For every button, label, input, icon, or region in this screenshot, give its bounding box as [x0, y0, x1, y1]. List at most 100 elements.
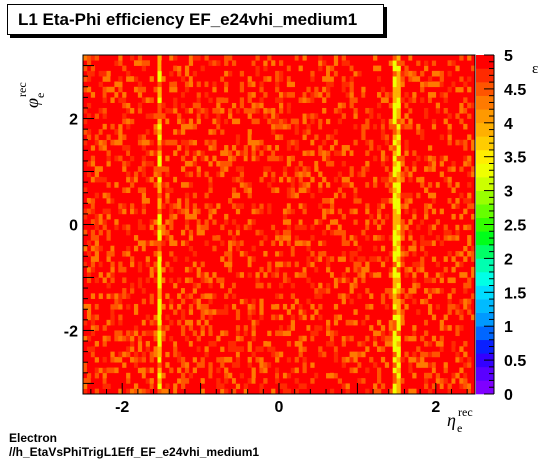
heatmap-cell	[259, 102, 264, 109]
heatmap-cell	[400, 171, 405, 178]
heatmap-cell	[412, 166, 417, 172]
heatmap-cell	[247, 97, 252, 103]
footer-line-1: Electron	[9, 431, 58, 445]
heatmap-cell	[177, 187, 182, 194]
heatmap-cell	[145, 372, 150, 379]
heatmap-cell	[239, 86, 245, 93]
heatmap-cell	[322, 123, 327, 130]
heatmap-cell	[208, 314, 213, 321]
heatmap-cell	[173, 86, 178, 93]
heatmap-cell	[459, 325, 464, 331]
heatmap-cell	[141, 192, 147, 199]
heatmap-cell	[467, 303, 472, 310]
heatmap-cell	[388, 145, 393, 151]
heatmap-cell	[267, 341, 272, 347]
heatmap-cell	[329, 298, 335, 305]
heatmap-cell	[271, 346, 276, 352]
heatmap-cell	[451, 277, 456, 284]
heatmap-cell	[431, 160, 437, 167]
heatmap-cell	[224, 341, 229, 347]
heatmap-cell	[137, 166, 143, 172]
heatmap-cell	[83, 245, 88, 252]
heatmap-cell	[455, 76, 460, 82]
heatmap-cell	[392, 160, 397, 167]
heatmap-cell	[133, 213, 139, 220]
heatmap-cell	[333, 356, 339, 363]
heatmap-cell	[341, 182, 346, 188]
heatmap-cell	[165, 314, 170, 321]
heatmap-cell	[427, 166, 433, 172]
heatmap-cell	[396, 330, 401, 337]
heatmap-cell	[118, 356, 123, 363]
heatmap-cell	[416, 309, 421, 315]
heatmap-cell	[408, 245, 413, 252]
heatmap-cell	[290, 92, 295, 98]
palette-tick-label: 4.5	[504, 82, 526, 99]
heatmap-cell	[267, 309, 272, 315]
heatmap-cell	[165, 325, 170, 331]
heatmap-cell	[392, 341, 397, 347]
heatmap-cell	[157, 272, 162, 278]
heatmap-cell	[431, 81, 437, 88]
heatmap-cell	[192, 261, 197, 268]
heatmap-cell	[161, 325, 166, 331]
heatmap-cell	[90, 160, 96, 167]
heatmap-cell	[408, 256, 413, 262]
heatmap-cell	[392, 277, 397, 284]
heatmap-cell	[184, 81, 190, 88]
heatmap-cell	[282, 192, 288, 199]
heatmap-cell	[267, 55, 272, 61]
heatmap-cell	[365, 107, 370, 114]
heatmap-cell	[177, 198, 182, 204]
heatmap-cell	[318, 325, 323, 331]
heatmap-cell	[83, 86, 88, 93]
heatmap-cell	[392, 309, 397, 315]
heatmap-cell	[318, 160, 323, 167]
heatmap-cell	[451, 187, 456, 194]
heatmap-cell	[326, 388, 331, 395]
heatmap-cell	[286, 219, 292, 225]
heatmap-cell	[282, 303, 288, 310]
heatmap-cell	[298, 81, 303, 88]
heatmap-cell	[94, 113, 99, 119]
heatmap-cell	[318, 240, 323, 246]
heatmap-cell	[326, 155, 331, 162]
heatmap-cell	[341, 330, 346, 337]
heatmap-cell	[384, 81, 390, 88]
heatmap-cell	[247, 187, 252, 194]
heatmap-cell	[298, 309, 303, 315]
heatmap-cell	[435, 102, 441, 109]
heatmap-cell	[102, 219, 107, 225]
heatmap-cell	[392, 250, 397, 257]
heatmap-cell	[275, 81, 280, 88]
heatmap-cell	[255, 319, 260, 326]
heatmap-cell	[94, 325, 99, 331]
heatmap-cell	[322, 272, 327, 278]
heatmap-cell	[435, 81, 441, 88]
heatmap-cell	[130, 107, 135, 114]
heatmap-cell	[463, 155, 468, 162]
heatmap-cell	[259, 86, 264, 93]
heatmap-cell	[424, 341, 429, 347]
heatmap-cell	[443, 118, 448, 125]
heatmap-cell	[365, 213, 370, 220]
heatmap-cell	[157, 235, 162, 241]
heatmap-cell	[431, 335, 437, 342]
heatmap-cell	[310, 362, 315, 368]
heatmap-cell	[259, 298, 264, 305]
heatmap-cell	[333, 277, 339, 284]
heatmap-cell	[106, 309, 111, 315]
heatmap-cell	[427, 372, 433, 379]
heatmap-cell	[259, 325, 264, 331]
heatmap-cell	[294, 55, 299, 61]
heatmap-cell	[196, 113, 201, 119]
heatmap-cell	[337, 107, 343, 114]
heatmap-cell	[192, 102, 197, 109]
heatmap-cell	[416, 123, 421, 130]
heatmap-cell	[224, 76, 229, 82]
heatmap-cell	[318, 113, 323, 119]
heatmap-cell	[243, 314, 248, 321]
heatmap-cell	[400, 256, 405, 262]
heatmap-cell	[149, 367, 154, 374]
heatmap-cell	[228, 346, 233, 352]
